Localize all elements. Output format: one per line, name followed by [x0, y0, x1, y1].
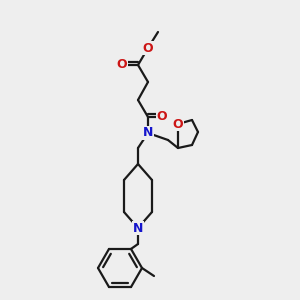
Text: O: O: [173, 118, 183, 130]
Text: O: O: [117, 58, 127, 71]
Text: O: O: [157, 110, 167, 124]
Text: N: N: [143, 127, 153, 140]
Text: N: N: [133, 221, 143, 235]
Text: O: O: [143, 41, 153, 55]
